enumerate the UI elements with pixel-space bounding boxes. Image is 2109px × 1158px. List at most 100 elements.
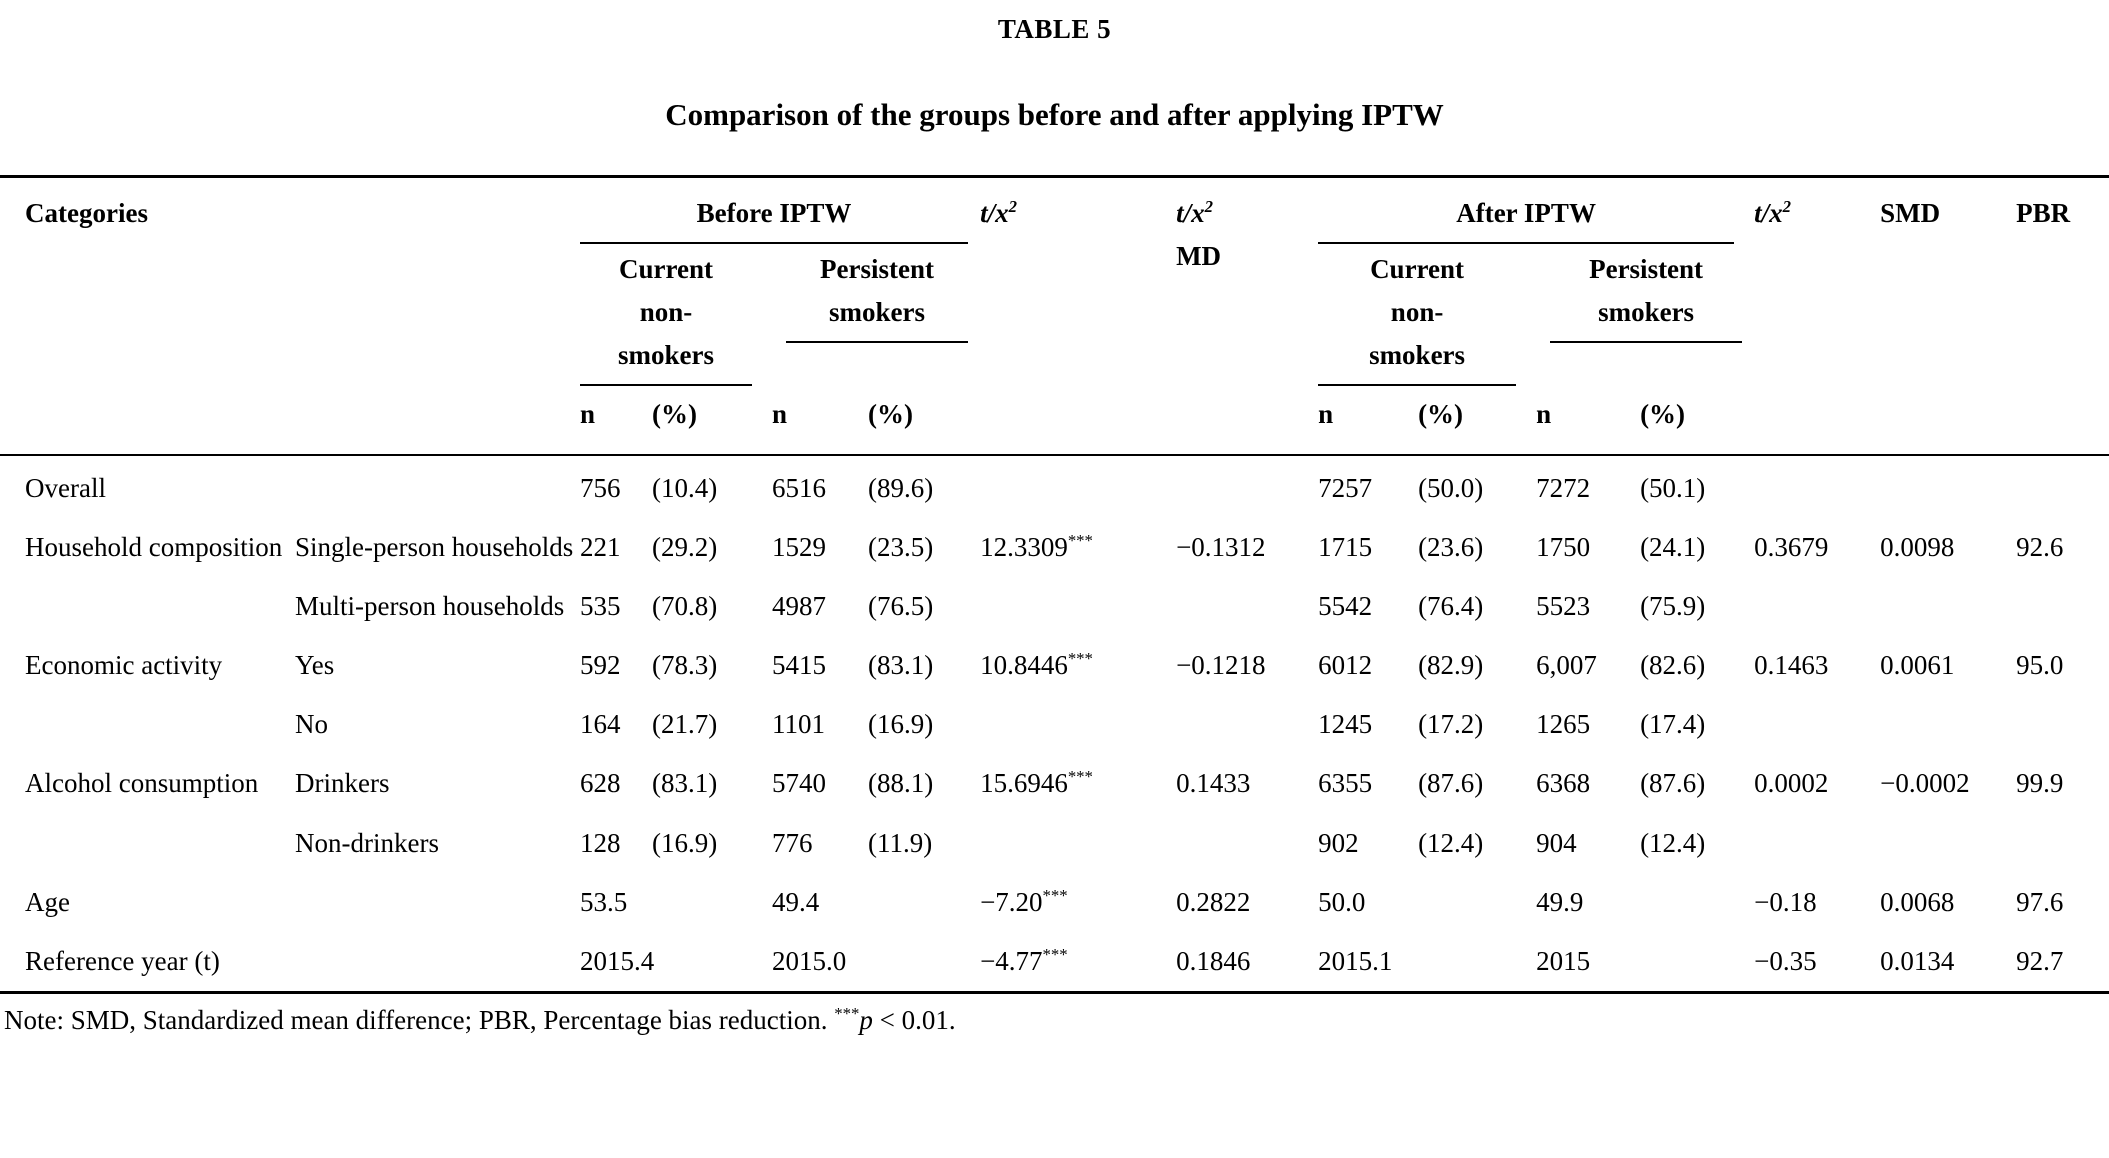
cell-value: 0.0134 xyxy=(1880,946,1955,977)
table-row: Age 53.5 49.4 −7.20*** 0.2822 50.0 49.9 −0.18 0.… xyxy=(0,873,2109,932)
header-n-before-ns: n xyxy=(580,399,596,430)
cell-value: (17.4) xyxy=(1640,709,1706,740)
cell-value: (78.3) xyxy=(652,650,718,681)
row-category: Household composition xyxy=(25,531,283,562)
note-rest: < 0.01. xyxy=(872,1005,956,1036)
cell-value: 95.0 xyxy=(2016,650,2064,681)
cell-value: 6368 xyxy=(1536,768,1591,799)
cell-value: 0.1433 xyxy=(1176,768,1251,799)
cell-value xyxy=(1754,453,1881,518)
header-before-persistent-smokers: Persistent smokers xyxy=(772,244,980,387)
cell-value xyxy=(1176,695,1318,754)
cell-value: 902 xyxy=(1318,827,1359,858)
cell-value: (23.6) xyxy=(1418,531,1484,562)
cell-value: −0.1312 xyxy=(1176,531,1266,562)
cell-value xyxy=(1754,814,1880,873)
cell-value: 904 xyxy=(1536,827,1577,858)
header-n-after-ns: n xyxy=(1318,399,1334,430)
header-after-iptw: After IPTW xyxy=(1318,174,1755,244)
cell-value: 49.9 xyxy=(1536,886,1584,917)
cell-value: 221 xyxy=(580,531,621,562)
cell-value: 628 xyxy=(580,768,621,799)
row-subcategory xyxy=(295,873,580,932)
cell-value: 53.5 xyxy=(580,886,628,917)
table-title: Comparison of the groups before and afte… xyxy=(665,97,1444,133)
cell-value: 0.0098 xyxy=(1880,531,1955,562)
cell-value xyxy=(1176,453,1319,518)
cell-value xyxy=(1176,577,1318,636)
row-subcategory: Single-person households xyxy=(295,531,574,562)
header-after-current-nonsmokers: Current non- smokers xyxy=(1318,244,1536,387)
header-categories: Categories xyxy=(0,174,581,455)
cell-value: 2015.0 xyxy=(772,946,847,977)
cell-value xyxy=(2016,577,2109,636)
cell-value: 776 xyxy=(772,827,813,858)
cell-value: 1750 xyxy=(1536,531,1591,562)
header-after-persistent-smokers: Persistent smokers xyxy=(1536,244,1754,387)
cell-value: 2015.4 xyxy=(580,946,655,977)
cell-value xyxy=(868,873,980,932)
cell-value: (82.9) xyxy=(1418,650,1484,681)
cell-value xyxy=(1418,932,1536,993)
cell-value: (29.2) xyxy=(652,531,718,562)
cell-value: 535 xyxy=(580,590,621,621)
cell-value: (83.1) xyxy=(868,650,934,681)
cell-value: (12.4) xyxy=(1640,827,1706,858)
comparison-table: Categories Before IPTW t/x2 t/x2 MD Afte… xyxy=(0,174,2109,995)
header-md-label: MD xyxy=(1176,240,1222,271)
cell-value: 92.7 xyxy=(2016,946,2064,977)
cell-value: 164 xyxy=(580,709,621,740)
table-row: Non-drinkers 128 (16.9) 776 (11.9) 902 (12.4) 9… xyxy=(0,814,2109,873)
header-n-after-ps: n xyxy=(1536,399,1552,430)
cell-value xyxy=(1880,577,2016,636)
cell-value: (17.2) xyxy=(1418,709,1484,740)
table-row: Alcohol consumption Drinkers 628 (83.1) 5740… xyxy=(0,754,2109,813)
cell-value: −7.20*** xyxy=(980,885,1068,917)
cell-value: 5523 xyxy=(1536,590,1591,621)
paper-page: TABLE 5 Comparison of the groups before … xyxy=(0,14,2109,1048)
row-subcategory: Yes xyxy=(295,650,335,681)
cell-value: (23.5) xyxy=(868,531,934,562)
row-subcategory: Non-drinkers xyxy=(295,827,439,858)
header-tx2-after: t/x2 xyxy=(1754,174,1881,455)
cell-value: (12.4) xyxy=(1418,827,1484,858)
cell-value: 1529 xyxy=(772,531,827,562)
cell-value: 6355 xyxy=(1318,768,1373,799)
row-category: Reference year (t) xyxy=(25,946,220,977)
table-row: Reference year (t) 2015.4 2015.0 −4.77*** 0.… xyxy=(0,932,2109,993)
cell-value: (16.9) xyxy=(868,709,934,740)
cell-value xyxy=(1880,453,2017,518)
cell-value: 592 xyxy=(580,650,621,681)
cell-value xyxy=(2016,814,2109,873)
note-p: p xyxy=(859,1005,873,1036)
cell-value xyxy=(652,932,772,993)
cell-value: (70.8) xyxy=(652,590,718,621)
cell-value xyxy=(1640,932,1754,993)
cell-value: −0.18 xyxy=(1754,886,1817,917)
cell-value: (82.6) xyxy=(1640,650,1706,681)
row-category: Age xyxy=(25,886,70,917)
cell-value: 50.0 xyxy=(1318,886,1366,917)
table-note: Note: SMD, Standardized mean difference;… xyxy=(0,994,2109,1048)
table-row: Economic activity Yes 592 (78.3) 5415 (83.1) 1… xyxy=(0,636,2109,695)
cell-value: 1265 xyxy=(1536,709,1591,740)
header-before-current-nonsmokers: Current non- smokers xyxy=(580,244,772,387)
cell-value xyxy=(1880,695,2016,754)
cell-value: 0.0068 xyxy=(1880,886,1955,917)
cell-value: 2015 xyxy=(1536,946,1591,977)
table-row: Multi-person households 535 (70.8) 4987 (76.… xyxy=(0,577,2109,636)
cell-value: 12.3309*** xyxy=(980,530,1093,562)
cell-value: 49.4 xyxy=(772,886,820,917)
table-label: TABLE 5 xyxy=(997,14,1112,44)
cell-value: 5542 xyxy=(1318,590,1373,621)
cell-value: (83.1) xyxy=(652,768,718,799)
cell-value: (11.9) xyxy=(868,827,933,858)
table-header: Categories Before IPTW t/x2 t/x2 MD Afte… xyxy=(0,174,2109,455)
cell-value xyxy=(1176,814,1318,873)
row-category: Alcohol consumption xyxy=(25,768,259,799)
cell-value: (87.6) xyxy=(1640,768,1706,799)
cell-value: (50.1) xyxy=(1640,453,1755,518)
header-pct-before-ps: (%) xyxy=(868,399,913,430)
row-subcategory xyxy=(295,932,580,993)
cell-value: 99.9 xyxy=(2016,768,2064,799)
